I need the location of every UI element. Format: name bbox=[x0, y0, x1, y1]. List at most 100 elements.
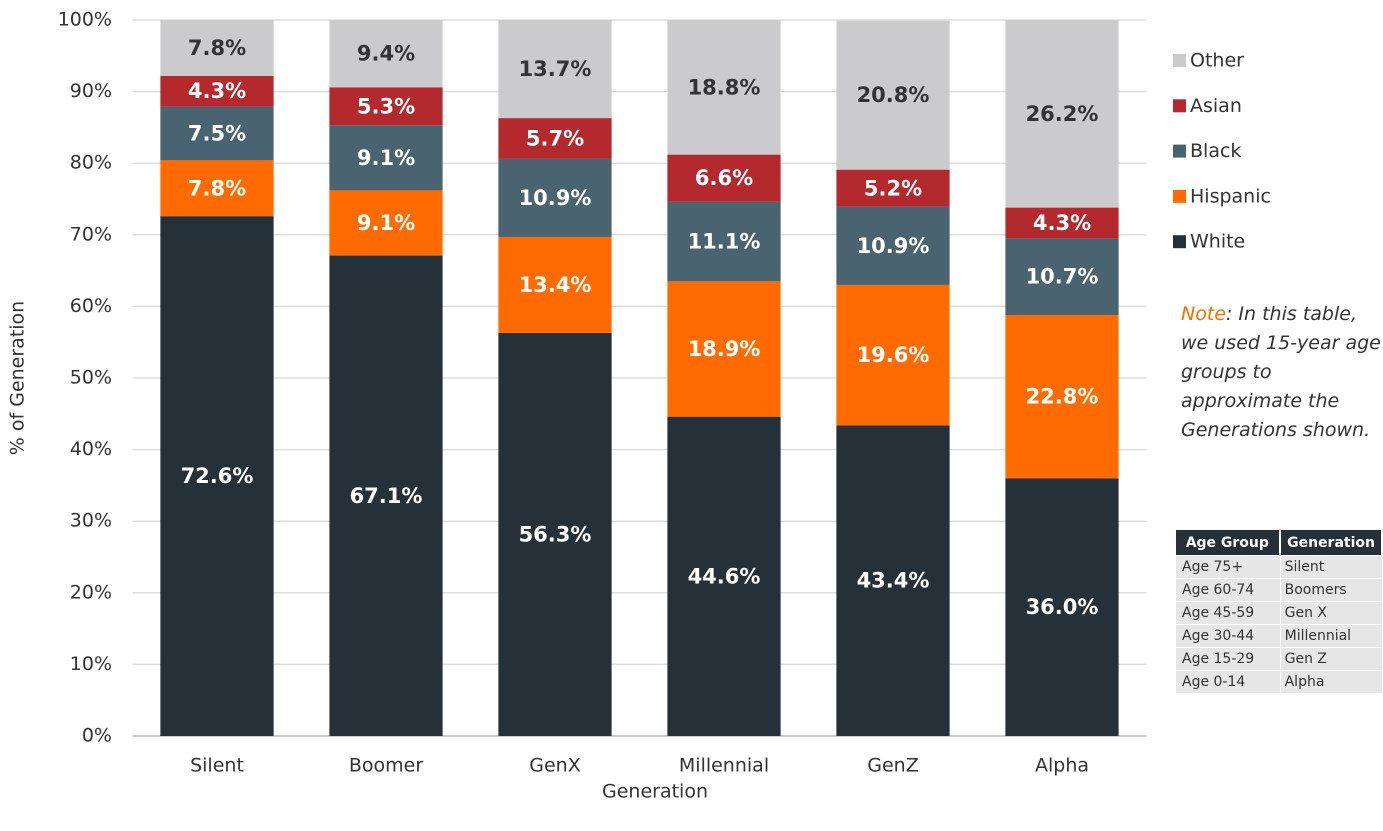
bar-segment bbox=[329, 87, 443, 126]
bar-segment bbox=[1005, 478, 1119, 736]
data-label: 22.8% bbox=[1026, 385, 1099, 409]
data-label: 9.1% bbox=[357, 146, 415, 170]
bar-segment bbox=[1005, 314, 1119, 479]
bar-segment bbox=[667, 416, 781, 736]
legend-swatch bbox=[1173, 99, 1186, 113]
bar-segment bbox=[160, 216, 274, 736]
table-cell: Age 15-29 bbox=[1175, 647, 1281, 671]
bar-segment bbox=[498, 332, 612, 736]
data-label: 7.8% bbox=[188, 36, 246, 60]
y-tick-label: 70% bbox=[70, 223, 112, 245]
bar-segment bbox=[329, 255, 443, 736]
bar-segment bbox=[836, 425, 950, 736]
bar-segment bbox=[667, 20, 781, 155]
data-label: 19.6% bbox=[857, 343, 930, 367]
legend-swatch bbox=[1173, 144, 1186, 158]
data-label: 10.9% bbox=[519, 186, 592, 210]
y-tick-label: 20% bbox=[70, 581, 112, 603]
table-row: Age 75+ Silent bbox=[1175, 555, 1383, 579]
data-label: 6.6% bbox=[695, 166, 753, 190]
table-header-cell: Generation bbox=[1280, 530, 1383, 556]
legend-swatch bbox=[1173, 54, 1186, 67]
data-label: 10.9% bbox=[857, 234, 930, 258]
data-label: 11.1% bbox=[688, 230, 761, 254]
y-tick-label: 100% bbox=[58, 9, 112, 31]
bar-segment bbox=[836, 20, 950, 170]
bar-segment bbox=[329, 20, 443, 88]
data-label: 56.3% bbox=[519, 522, 592, 546]
bar-segment bbox=[329, 190, 443, 256]
table-cell: Age 45-59 bbox=[1175, 601, 1281, 625]
data-label: 4.3% bbox=[1033, 211, 1091, 235]
bar-segment bbox=[160, 160, 274, 217]
table-cell: Alpha bbox=[1279, 670, 1383, 694]
data-label: 13.4% bbox=[519, 273, 592, 297]
legend-label: White bbox=[1190, 231, 1245, 253]
data-label: 7.5% bbox=[188, 121, 246, 145]
data-label: 7.8% bbox=[188, 176, 246, 200]
bar-segment bbox=[667, 281, 781, 417]
table-row: Age 30-44 Millennial bbox=[1175, 624, 1383, 648]
table-header-cell: Age Group bbox=[1175, 530, 1282, 556]
table-cell: Millennial bbox=[1279, 624, 1383, 648]
y-tick-label: 30% bbox=[70, 510, 112, 532]
data-label: 36.0% bbox=[1026, 595, 1099, 619]
table-cell: Age 0-14 bbox=[1175, 670, 1281, 694]
data-label: 10.7% bbox=[1026, 265, 1099, 289]
bar-segment bbox=[498, 158, 612, 237]
bar-segment bbox=[498, 236, 612, 333]
x-tick-label: GenZ bbox=[867, 755, 918, 777]
legend-label: Other bbox=[1190, 50, 1244, 72]
note-text: : In this table, we used 15-year age gro… bbox=[1181, 303, 1381, 441]
data-label: 26.2% bbox=[1026, 102, 1099, 126]
y-tick-label: 80% bbox=[70, 152, 112, 174]
table-row: Age 60-74 Boomers bbox=[1175, 578, 1383, 602]
y-tick-label: 10% bbox=[70, 653, 112, 675]
data-label: 20.8% bbox=[857, 83, 930, 107]
x-axis-title: Generation bbox=[602, 781, 708, 803]
table-cell: Gen X bbox=[1279, 601, 1383, 625]
bar-segment bbox=[836, 284, 950, 426]
data-label: 44.6% bbox=[688, 564, 761, 588]
table-row: Age 0-14 Alpha bbox=[1175, 670, 1383, 694]
table-cell: Age 30-44 bbox=[1175, 624, 1281, 648]
legend-swatch bbox=[1173, 189, 1186, 203]
data-label: 5.3% bbox=[357, 94, 415, 118]
y-tick-label: 90% bbox=[70, 80, 112, 102]
bar-segment bbox=[160, 75, 274, 107]
table-row: Age 15-29 Gen Z bbox=[1175, 647, 1383, 671]
data-label: 18.9% bbox=[688, 337, 761, 361]
data-label: 72.6% bbox=[181, 464, 254, 488]
bar-segment bbox=[498, 20, 612, 119]
data-label: 18.8% bbox=[688, 75, 761, 99]
table-cell: Age 75+ bbox=[1175, 555, 1281, 579]
x-tick-label: GenX bbox=[529, 755, 580, 777]
data-label: 67.1% bbox=[350, 484, 423, 508]
legend-label: Asian bbox=[1190, 95, 1242, 117]
data-label: 13.7% bbox=[519, 57, 592, 81]
legend-label: Hispanic bbox=[1190, 185, 1271, 207]
table-cell: Gen Z bbox=[1279, 647, 1383, 671]
x-tick-label: Alpha bbox=[1035, 755, 1089, 777]
legend-swatch bbox=[1173, 235, 1186, 249]
bar-segment bbox=[498, 118, 612, 159]
bar-segment bbox=[667, 201, 781, 282]
bar-segment bbox=[836, 169, 950, 207]
y-tick-label: 40% bbox=[70, 438, 112, 460]
y-tick-label: 60% bbox=[70, 295, 112, 317]
table-cell: Silent bbox=[1279, 555, 1383, 579]
table-header: Age Group Generation bbox=[1175, 530, 1383, 556]
bar-segment bbox=[160, 106, 274, 161]
data-label: 5.7% bbox=[526, 126, 584, 150]
table-row: Age 45-59 Gen X bbox=[1175, 601, 1383, 625]
legend-label: Black bbox=[1190, 140, 1241, 162]
table-cell: Age 60-74 bbox=[1175, 578, 1281, 602]
x-tick-label: Silent bbox=[190, 755, 244, 777]
bar-segment bbox=[667, 154, 781, 202]
bar-segment bbox=[1005, 207, 1119, 239]
x-tick-label: Boomer bbox=[349, 755, 423, 777]
data-label: 9.1% bbox=[357, 211, 415, 235]
bar-segment bbox=[1005, 238, 1119, 315]
y-tick-label: 50% bbox=[70, 367, 112, 389]
